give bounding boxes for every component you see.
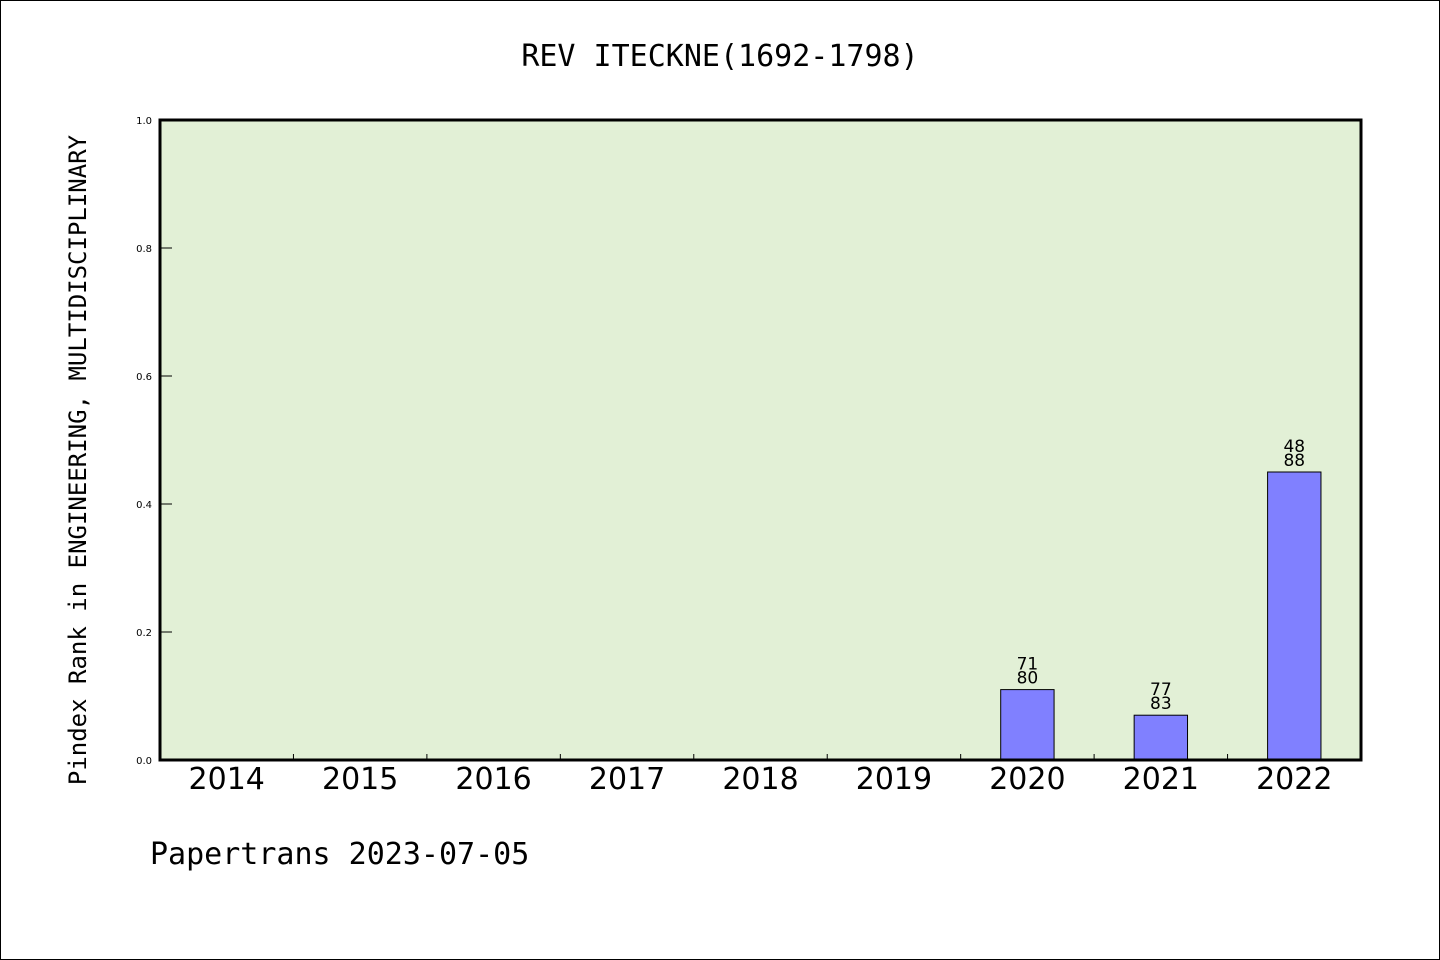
x-tick-label: 2014 [189, 762, 265, 797]
y-tick-label: 0.0 [136, 756, 152, 767]
x-tick-label: 2017 [589, 762, 665, 797]
x-tick-label: 2015 [322, 762, 398, 797]
bar-total-label: 83 [1150, 694, 1172, 714]
plot-area [160, 120, 1361, 760]
x-tick-label: 2020 [989, 762, 1065, 797]
y-tick-label: 1.0 [136, 116, 152, 127]
plot-border [158, 118, 1363, 762]
bar-2021 [1133, 714, 1189, 761]
footer-text: Papertrans 2023-07-05 [150, 837, 529, 872]
x-tick-label: 2022 [1256, 762, 1332, 797]
y-tick-label: 0.8 [136, 244, 152, 255]
y-axis-label: Pindex Rank in ENGINEERING, MULTIDISCIPL… [64, 134, 92, 785]
bar-rank-label: 48 [1283, 437, 1305, 457]
x-tick-label: 2021 [1123, 762, 1199, 797]
bar-rank-label: 77 [1150, 680, 1172, 700]
chart-title: REV ITECKNE(1692-1798) [521, 39, 918, 74]
x-tick-label: 2016 [455, 762, 531, 797]
bar-2022 [1267, 471, 1322, 761]
bar-2020 [1000, 689, 1055, 761]
bar-rank-label: 71 [1017, 655, 1039, 675]
x-tick-label: 2018 [722, 762, 798, 797]
y-tick-label: 0.2 [136, 628, 152, 639]
x-tick-label: 2019 [856, 762, 932, 797]
x-axis-ticks: 2014 2015 2016 2017 2018 2019 2020 2021 2022 [189, 754, 1332, 797]
bar-total-label: 80 [1017, 669, 1039, 689]
bar-total-label: 88 [1283, 451, 1305, 471]
y-tick-label: 0.4 [136, 500, 152, 511]
y-tick-label: 0.6 [136, 372, 152, 383]
